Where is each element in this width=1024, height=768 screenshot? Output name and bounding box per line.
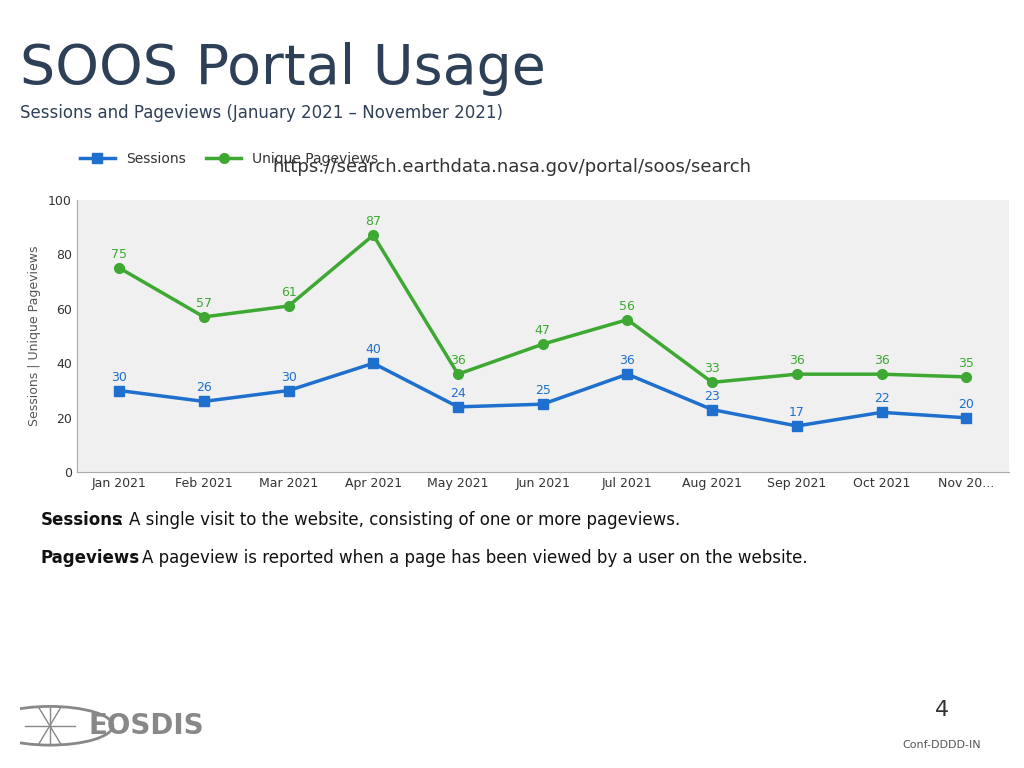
Text: Sessions and Pageviews (January 2021 – November 2021): Sessions and Pageviews (January 2021 – N… xyxy=(20,104,504,122)
Text: : A pageview is reported when a page has been viewed by a user on the website.: : A pageview is reported when a page has… xyxy=(131,549,808,567)
Text: 57: 57 xyxy=(196,297,212,310)
Text: 36: 36 xyxy=(873,354,890,367)
Text: 24: 24 xyxy=(451,387,466,400)
Text: 36: 36 xyxy=(788,354,805,367)
Text: 87: 87 xyxy=(366,215,381,228)
Text: 36: 36 xyxy=(620,354,635,367)
Text: 75: 75 xyxy=(112,248,127,261)
Text: : A single visit to the website, consisting of one or more pageviews.: : A single visit to the website, consist… xyxy=(118,511,680,528)
Text: 26: 26 xyxy=(196,382,212,395)
Text: 25: 25 xyxy=(535,384,551,397)
Text: 35: 35 xyxy=(958,357,974,370)
Text: EOSDIS: EOSDIS xyxy=(88,712,204,740)
Text: 4: 4 xyxy=(935,700,949,720)
Text: 30: 30 xyxy=(112,371,127,383)
Text: https://search.earthdata.nasa.gov/portal/soos/search: https://search.earthdata.nasa.gov/portal… xyxy=(272,158,752,176)
Text: 47: 47 xyxy=(535,324,551,337)
Text: 30: 30 xyxy=(281,371,297,383)
Text: 56: 56 xyxy=(620,300,635,313)
Y-axis label: Sessions | Unique Pageviews: Sessions | Unique Pageviews xyxy=(28,246,41,426)
Text: 23: 23 xyxy=(705,389,720,402)
Text: 20: 20 xyxy=(958,398,974,411)
Text: Sessions: Sessions xyxy=(41,511,123,528)
Text: Pageviews: Pageviews xyxy=(41,549,140,567)
Text: 22: 22 xyxy=(873,392,890,406)
Legend: Sessions, Unique Pageviews: Sessions, Unique Pageviews xyxy=(75,147,384,172)
Text: 36: 36 xyxy=(451,354,466,367)
Text: 17: 17 xyxy=(788,406,805,419)
Text: 61: 61 xyxy=(281,286,297,299)
Text: 40: 40 xyxy=(366,343,381,356)
Text: Conf-DDDD-IN: Conf-DDDD-IN xyxy=(903,740,981,750)
Text: SOOS Portal Usage: SOOS Portal Usage xyxy=(20,42,547,96)
Text: 33: 33 xyxy=(705,362,720,376)
